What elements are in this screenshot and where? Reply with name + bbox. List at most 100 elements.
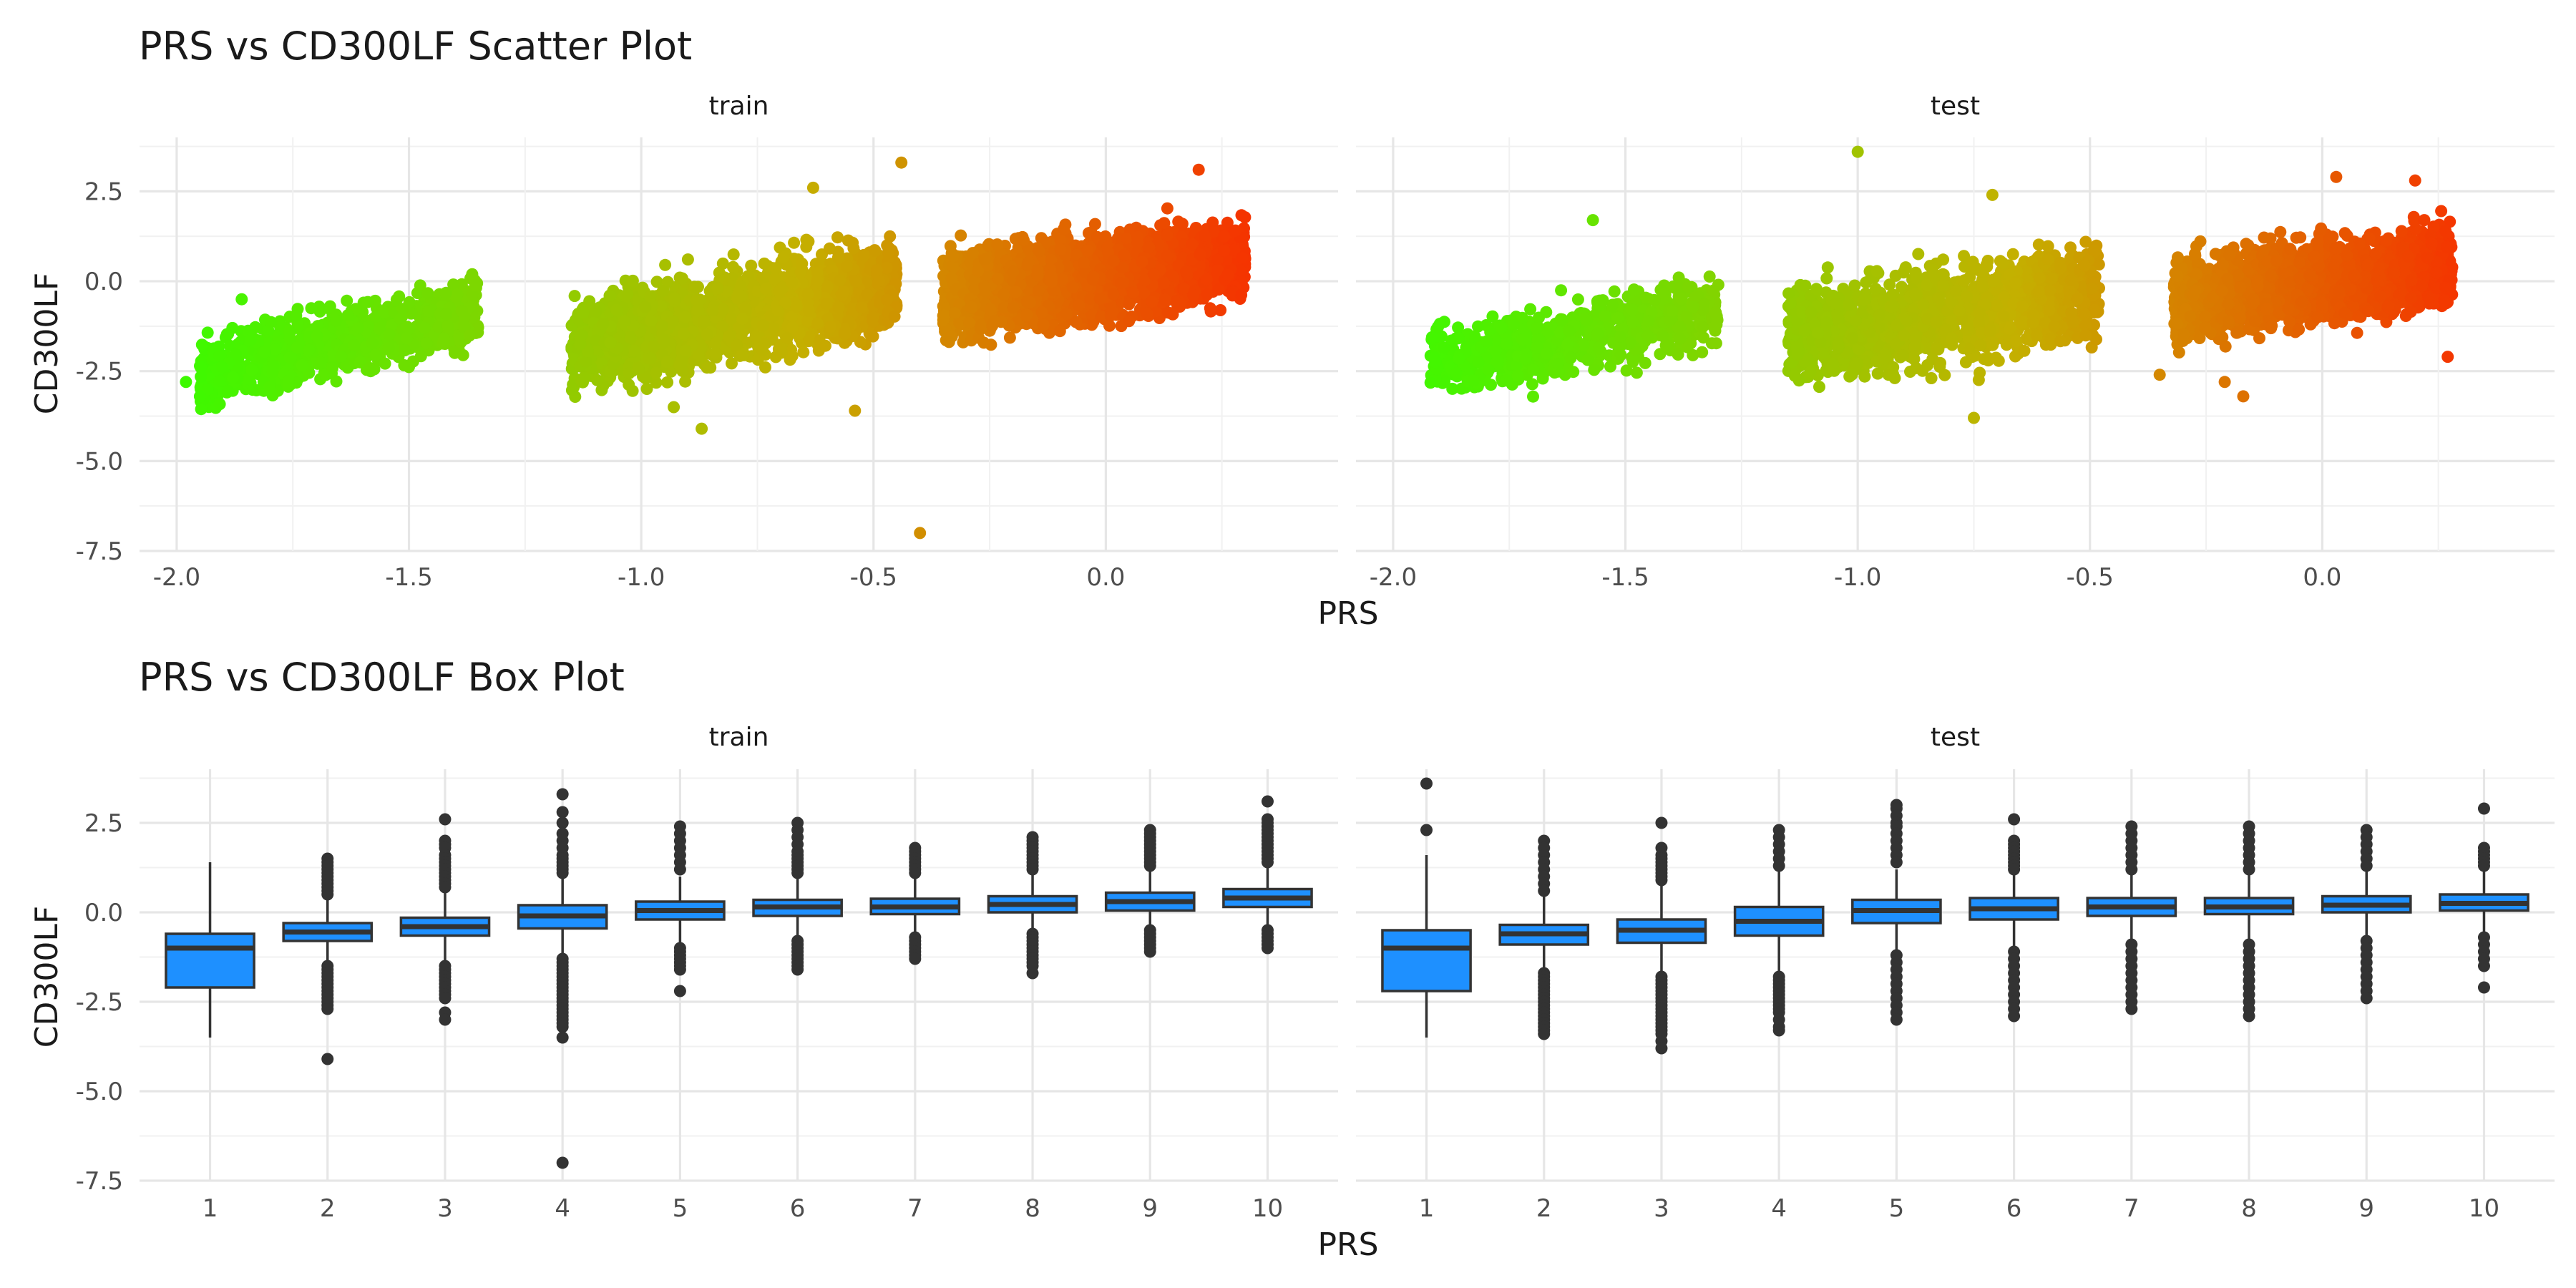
- x-tick-label: -0.5: [850, 563, 897, 592]
- scatter-point: [639, 301, 652, 313]
- scatter-points: [180, 156, 1252, 540]
- scatter-point: [790, 301, 803, 313]
- scatter-point: [1161, 202, 1174, 215]
- scatter-point: [396, 303, 409, 316]
- scatter-point: [335, 350, 348, 363]
- scatter-point: [621, 288, 634, 301]
- scatter-point: [361, 296, 374, 308]
- scatter-point: [421, 287, 434, 300]
- scatter-point: [454, 333, 466, 346]
- scatter-point: [414, 350, 427, 363]
- scatter-y-axis-label: CD300LF: [29, 273, 65, 414]
- scatter-point: [597, 318, 610, 331]
- scatter-point: [1059, 218, 1072, 231]
- scatter-point: [857, 248, 870, 261]
- scatter-chart: PRS vs CD300LF Scatter Plot PRS CD300LF …: [29, 24, 2555, 632]
- scatter-point: [869, 245, 882, 258]
- scatter-point: [716, 257, 729, 270]
- scatter-point: [440, 308, 453, 321]
- scatter-point: [681, 253, 694, 266]
- scatter-point: [749, 331, 762, 343]
- scatter-point: [849, 275, 862, 288]
- scatter-point: [867, 330, 879, 343]
- scatter-point: [366, 337, 379, 349]
- scatter-point: [819, 339, 831, 352]
- scatter-point: [767, 322, 780, 335]
- scatter-point: [811, 317, 824, 330]
- scatter-x-axis-label: PRS: [1317, 595, 1378, 632]
- scatter-point: [195, 370, 208, 383]
- scatter-point: [283, 351, 296, 364]
- scatter-point: [577, 376, 589, 389]
- scatter-point: [243, 373, 256, 386]
- scatter-point: [574, 338, 587, 351]
- scatter-point: [758, 257, 771, 270]
- scatter-point: [230, 348, 243, 361]
- scatter-point: [457, 348, 469, 361]
- scatter-point: [580, 355, 592, 368]
- scatter-point: [771, 304, 784, 317]
- scatter-point: [788, 236, 801, 249]
- scatter-point: [660, 356, 673, 369]
- scatter-point: [603, 289, 616, 302]
- scatter-point: [450, 291, 462, 303]
- scatter-point: [632, 361, 645, 374]
- x-tick-label: -2.0: [153, 563, 200, 592]
- scatter-point: [267, 359, 280, 372]
- scatter-point: [709, 347, 722, 360]
- scatter-point: [457, 319, 470, 332]
- scatter-point: [399, 344, 411, 357]
- scatter-point: [305, 302, 318, 315]
- scatter-point: [591, 374, 604, 386]
- scatter-point: [604, 336, 617, 349]
- scatter-point: [693, 293, 706, 306]
- scatter-point: [341, 294, 353, 307]
- scatter-point: [706, 304, 719, 317]
- scatter-point: [794, 265, 807, 278]
- scatter-point: [418, 321, 431, 334]
- scatter-point: [679, 375, 692, 388]
- scatter-point: [213, 375, 226, 387]
- x-tick-label: -1.5: [385, 563, 432, 592]
- scatter-point: [801, 288, 814, 301]
- scatter-point: [348, 339, 361, 352]
- scatter-point: [837, 285, 850, 298]
- scatter-point: [840, 260, 853, 273]
- scatter-point: [882, 246, 894, 259]
- y-tick-label: 0.0: [84, 268, 123, 296]
- scatter-point: [786, 321, 799, 333]
- scatter-point: [624, 332, 637, 345]
- scatter-point: [227, 371, 240, 384]
- scatter-point: [432, 321, 445, 333]
- scatter-point: [414, 279, 426, 292]
- scatter-point: [797, 346, 810, 358]
- scatter-point: [618, 315, 631, 328]
- scatter-point: [977, 336, 990, 349]
- scatter-point: [258, 346, 271, 358]
- scatter-point: [855, 301, 868, 314]
- scatter-point: [645, 314, 658, 327]
- scatter-point: [463, 329, 476, 342]
- scatter-point: [800, 233, 813, 246]
- scatter-point: [679, 311, 692, 323]
- scatter-point: [303, 343, 316, 356]
- scatter-point: [668, 292, 681, 305]
- scatter-point: [861, 288, 874, 301]
- scatter-point: [786, 276, 799, 289]
- scatter-point: [623, 379, 635, 391]
- scatter-point: [701, 361, 713, 374]
- scatter-point: [378, 306, 391, 318]
- scatter-point: [393, 290, 406, 303]
- scatter-point: [692, 303, 705, 316]
- scatter-point: [839, 328, 852, 340]
- scatter-point: [834, 274, 847, 287]
- scatter-point: [725, 312, 738, 325]
- scatter-point: [283, 333, 296, 346]
- scatter-point: [447, 278, 460, 291]
- scatter-point: [326, 361, 339, 374]
- scatter-point: [888, 310, 901, 323]
- scatter-point: [330, 314, 343, 327]
- scatter-point: [394, 313, 406, 326]
- scatter-point: [656, 320, 668, 333]
- scatter-point: [401, 321, 414, 333]
